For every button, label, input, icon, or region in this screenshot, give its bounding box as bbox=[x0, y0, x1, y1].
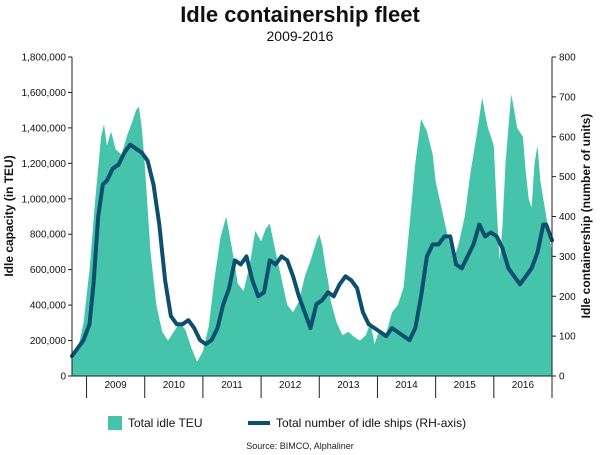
y-tick-label: 600,000 bbox=[30, 265, 67, 276]
y2-tick-label: 800 bbox=[559, 53, 576, 64]
y2-tick-label: 100 bbox=[559, 332, 576, 343]
y2-tick-label: 600 bbox=[559, 132, 576, 143]
legend-area-label: Total idle TEU bbox=[128, 416, 203, 430]
y2-tick-label: 400 bbox=[559, 212, 576, 223]
y2-axis-label: Idle containership (number of units) bbox=[579, 114, 593, 319]
chart-subtitle: 2009-2016 bbox=[266, 28, 334, 44]
y2-tick-label: 500 bbox=[559, 172, 576, 183]
y-tick-label: 1,000,000 bbox=[22, 194, 67, 205]
y-tick-label: 1,200,000 bbox=[22, 159, 67, 170]
y2-tick-label: 300 bbox=[559, 252, 576, 263]
x-tick-label: 2014 bbox=[395, 380, 418, 391]
x-tick-label: 2012 bbox=[279, 380, 302, 391]
legend-line-swatch bbox=[248, 421, 270, 425]
y2-tick-label: 0 bbox=[559, 372, 565, 383]
series-area-total-idle-teu bbox=[72, 94, 552, 376]
chart-title: Idle containership fleet bbox=[180, 2, 420, 27]
y2-tick-label: 700 bbox=[559, 92, 576, 103]
right-axis: 0 100 200 300 400 500 600 700 800 bbox=[552, 53, 576, 383]
legend-line: Total number of idle ships (RH-axis) bbox=[248, 416, 466, 430]
source-note: Source: BIMCO, Alphaliner bbox=[246, 441, 354, 451]
x-tick-label: 2016 bbox=[512, 380, 535, 391]
x-tick-label: 2011 bbox=[221, 380, 243, 391]
series-line-idle-ships bbox=[70, 142, 554, 359]
y-tick-label: 200,000 bbox=[30, 336, 67, 347]
y2-tick-label: 200 bbox=[559, 292, 576, 303]
x-tick-label: 2010 bbox=[163, 380, 186, 391]
y-tick-label: 0 bbox=[60, 372, 66, 383]
legend-area-swatch bbox=[108, 416, 122, 430]
y-axis-label: Idle capacity (in TEU) bbox=[2, 155, 16, 276]
y-tick-label: 400,000 bbox=[30, 301, 67, 312]
y-tick-label: 800,000 bbox=[30, 230, 67, 241]
x-axis: 2009 2010 2011 2012 2013 2014 2015 2016 bbox=[86, 376, 553, 398]
y-tick-label: 1,600,000 bbox=[22, 88, 67, 99]
left-axis: 0 200,000 400,000 600,000 800,000 1,000,000 1,… bbox=[22, 53, 72, 383]
x-tick-label: 2009 bbox=[105, 380, 128, 391]
legend-area: Total idle TEU bbox=[108, 416, 202, 430]
x-tick-label: 2013 bbox=[337, 380, 360, 391]
y-tick-label: 1,400,000 bbox=[22, 123, 67, 134]
legend-line-label: Total number of idle ships (RH-axis) bbox=[276, 416, 467, 430]
plot-area bbox=[70, 57, 554, 377]
x-tick-label: 2015 bbox=[454, 380, 477, 391]
y-tick-label: 1,800,000 bbox=[22, 53, 67, 64]
